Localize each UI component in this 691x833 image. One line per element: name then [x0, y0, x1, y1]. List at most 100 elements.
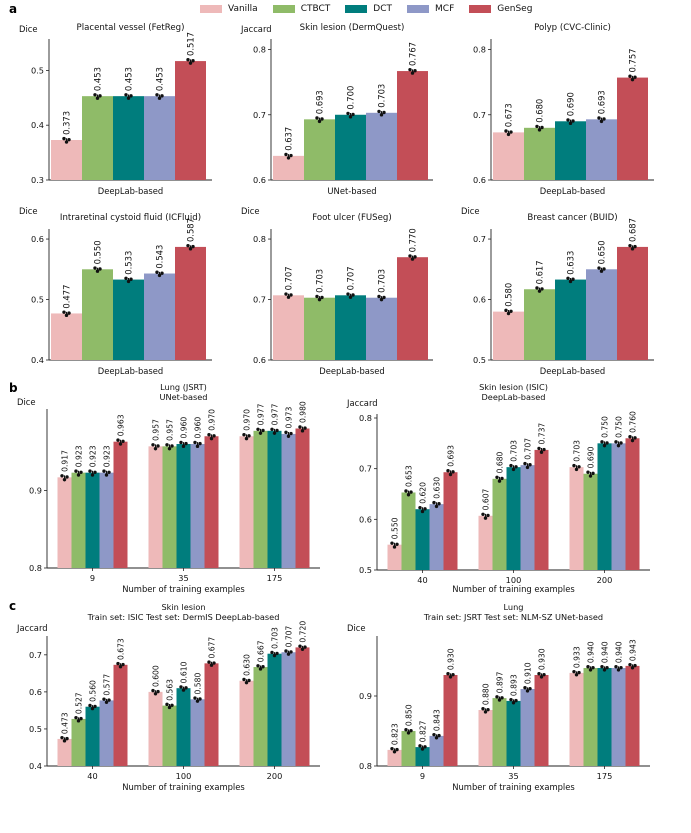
data-point: [537, 128, 542, 132]
data-point: [64, 313, 69, 318]
value-label: 0.690: [566, 92, 576, 116]
data-point: [514, 698, 518, 703]
data-point: [258, 431, 263, 435]
y-axis-label: Dice: [241, 206, 260, 216]
bar-mcf: [190, 699, 205, 766]
bar-ctbct: [524, 127, 555, 180]
x-axis-label: DeepLab-based: [319, 366, 385, 376]
data-point: [179, 685, 183, 689]
data-point: [525, 465, 530, 470]
data-point: [261, 428, 265, 433]
data-point: [188, 247, 193, 251]
y-tick-label: 0.7: [473, 110, 486, 120]
data-point: [104, 700, 109, 704]
data-point: [121, 439, 125, 443]
data-point: [577, 465, 581, 469]
data-point: [300, 429, 305, 433]
data-point: [506, 311, 511, 316]
data-point: [298, 425, 302, 429]
bar-vanilla: [569, 672, 584, 766]
bar-dct: [113, 279, 144, 360]
data-point: [423, 507, 427, 511]
bar-ctbct: [401, 731, 416, 766]
data-point: [348, 295, 353, 299]
y-tick-label: 0.6: [253, 355, 266, 365]
data-point: [272, 431, 277, 435]
y-tick-label: 0.9: [359, 691, 372, 701]
data-point: [286, 434, 291, 438]
data-point: [303, 645, 307, 649]
data-point: [303, 426, 307, 430]
data-point: [571, 277, 575, 281]
data-point: [539, 450, 544, 454]
value-label: 0.543: [155, 245, 165, 269]
value-label: 0.703: [377, 269, 387, 293]
data-point: [124, 93, 128, 97]
chart-title: Skin lesion: [161, 602, 205, 612]
x-tick-label: 9: [420, 771, 425, 781]
data-point: [155, 93, 159, 97]
data-point: [126, 96, 131, 100]
bar-genseg: [295, 647, 310, 766]
data-point: [392, 545, 397, 549]
data-point: [523, 461, 527, 466]
data-point: [630, 247, 635, 251]
y-tick-label: 0.6: [29, 687, 42, 697]
x-tick-label: 100: [506, 575, 522, 585]
chart-title: Lung: [504, 602, 524, 612]
data-point: [160, 94, 164, 98]
y-tick-label: 0.5: [29, 724, 42, 734]
data-point: [346, 111, 350, 116]
chart-title: Lung (JSRT): [160, 382, 207, 392]
data-point: [540, 125, 544, 130]
bar-ctbct: [492, 698, 507, 766]
value-label: 0.980: [299, 401, 308, 423]
data-point: [597, 116, 601, 120]
x-tick-label: 175: [267, 573, 283, 583]
chart-3: Polyp (CVC-Clinic) 0.6 0.7 0.8 DeepLab-based…: [473, 23, 654, 196]
data-point: [116, 438, 120, 442]
data-point: [528, 686, 532, 691]
bar-ctbct: [304, 119, 335, 180]
value-label: 0.940: [615, 641, 624, 663]
data-point: [207, 433, 211, 437]
data-point: [191, 59, 195, 63]
data-point: [88, 703, 92, 708]
data-point: [256, 664, 260, 668]
bar-vanilla: [493, 132, 524, 180]
value-label: 0.533: [124, 251, 134, 275]
value-label: 0.940: [601, 641, 610, 663]
data-point: [79, 470, 83, 474]
value-label: 0.477: [62, 285, 72, 309]
data-point: [572, 669, 576, 674]
bar-vanilla: [239, 680, 254, 766]
value-label: 0.517: [186, 32, 196, 56]
value-label: 0.720: [299, 621, 308, 643]
data-point: [289, 650, 293, 654]
value-label: 0.707: [524, 438, 533, 460]
bar-vanilla: [387, 544, 402, 570]
y-axis-label: Jaccard: [240, 24, 272, 34]
data-point: [320, 295, 324, 300]
bar-genseg: [397, 257, 428, 360]
data-point: [93, 93, 97, 97]
y-tick-label: 0.6: [253, 175, 266, 185]
data-point: [628, 435, 632, 439]
bar-genseg: [617, 246, 648, 360]
data-point: [351, 293, 355, 297]
value-label: 0.767: [408, 42, 418, 66]
value-label: 0.630: [243, 654, 252, 676]
value-label: 0.600: [152, 665, 161, 687]
data-point: [418, 744, 422, 748]
data-point: [244, 680, 249, 685]
value-label: 0.760: [629, 411, 638, 433]
data-point: [157, 96, 162, 100]
data-point: [65, 736, 69, 741]
data-point: [506, 132, 511, 137]
data-point: [602, 117, 606, 121]
bar-mcf: [520, 689, 535, 766]
bar-mcf: [366, 297, 397, 360]
bar-dct: [597, 443, 612, 570]
bar-ctbct: [71, 472, 86, 568]
